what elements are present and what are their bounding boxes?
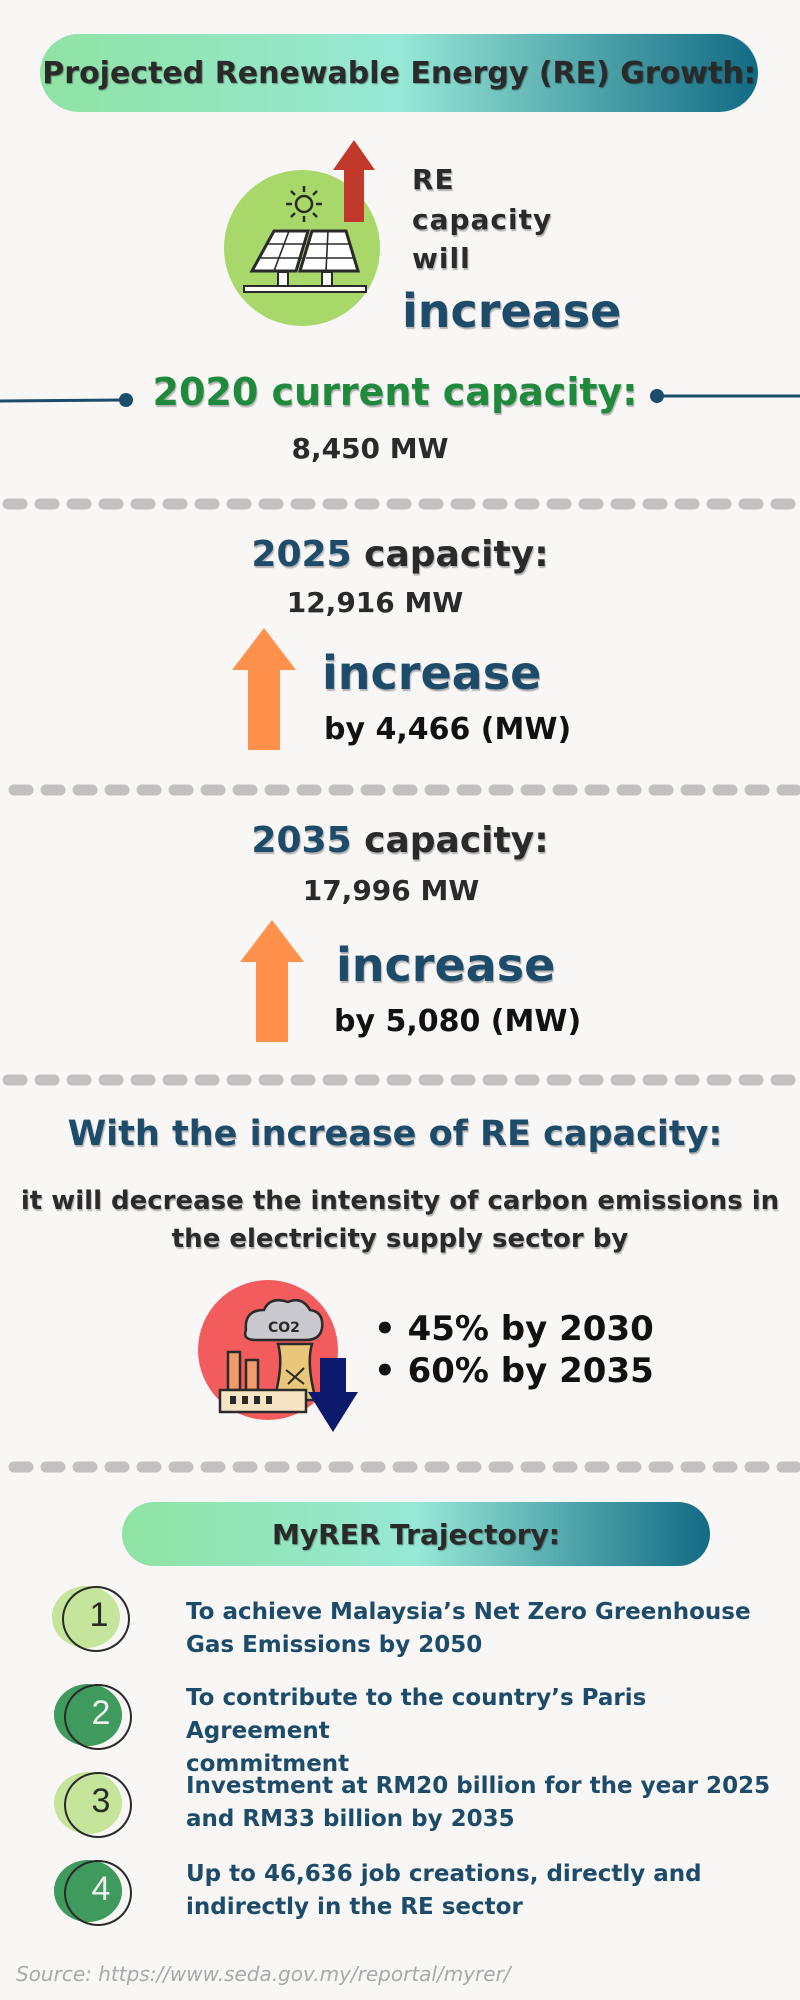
co2-factory-icon: CO2 bbox=[196, 1280, 358, 1436]
orange-up-arrow-icon bbox=[240, 920, 304, 1042]
current-capacity-value: 8,450 MW bbox=[291, 432, 449, 465]
trajectory-item-2: To contribute to the country’s Paris Agr… bbox=[186, 1685, 647, 1777]
capacity-2025-year: 2025 bbox=[251, 534, 352, 575]
hero-line-capacity: capacity bbox=[412, 203, 553, 236]
red-up-arrow-icon bbox=[333, 140, 375, 222]
header-banner: Projected Renewable Energy (RE) Growth: bbox=[40, 34, 758, 112]
hero-line-will: will bbox=[412, 242, 471, 275]
increase-2035-word: increase bbox=[336, 938, 556, 992]
reduction-bullets: • 45% by 2030 • 60% by 2035 bbox=[374, 1308, 674, 1392]
trajectory-number-3: 3 bbox=[54, 1772, 132, 1838]
hero-line-re: RE bbox=[412, 163, 455, 196]
capacity-2025-title: 2025 capacity: bbox=[150, 534, 650, 575]
capacity-2025-label: capacity: bbox=[364, 534, 549, 575]
increase-2035-amount: by 5,080 (MW) bbox=[334, 1004, 582, 1039]
increase-2025-word: increase bbox=[322, 646, 542, 700]
divider bbox=[0, 1459, 800, 1473]
trajectory-number-1: 1 bbox=[52, 1586, 130, 1652]
capacity-2025-value: 12,916 MW bbox=[286, 586, 464, 619]
left-connector-line bbox=[0, 392, 134, 408]
emissions-line-1: it will decrease the intensity of carbon… bbox=[20, 1186, 780, 1216]
capacity-2035-label: capacity: bbox=[364, 820, 549, 861]
hero-increase: increase bbox=[402, 284, 622, 338]
divider bbox=[0, 496, 800, 510]
right-connector-line bbox=[648, 388, 800, 404]
emissions-heading: With the increase of RE capacity: bbox=[67, 1114, 723, 1154]
divider bbox=[0, 1072, 800, 1086]
hero-text: RE capacity will bbox=[412, 160, 712, 278]
co2-label: CO2 bbox=[268, 1320, 300, 1336]
header-title: Projected Renewable Energy (RE) Growth: bbox=[42, 55, 756, 91]
orange-up-arrow-icon bbox=[232, 628, 296, 750]
current-capacity-title: 2020 current capacity: bbox=[152, 370, 638, 414]
bullet-2035: • 60% by 2035 bbox=[374, 1351, 654, 1391]
capacity-2035-value: 17,996 MW bbox=[302, 874, 480, 907]
trajectory-title: MyRER Trajectory: bbox=[272, 1517, 560, 1551]
bullet-2030: • 45% by 2030 bbox=[374, 1309, 654, 1349]
emissions-line-2: the electricity supply sector by bbox=[171, 1224, 629, 1254]
source-citation: Source: https://www.seda.gov.my/reportal… bbox=[16, 1962, 511, 1986]
divider bbox=[0, 782, 800, 796]
trajectory-number-4: 4 bbox=[54, 1860, 132, 1926]
trajectory-number-2: 2 bbox=[54, 1684, 132, 1750]
capacity-2035-year: 2035 bbox=[251, 820, 352, 861]
trajectory-item-4: Up to 46,636 job creations, directly and… bbox=[186, 1861, 702, 1920]
increase-2025-amount: by 4,466 (MW) bbox=[324, 712, 572, 747]
trajectory-item-1: To achieve Malaysia’s Net Zero Greenhous… bbox=[186, 1599, 751, 1658]
solar-panel-icon bbox=[224, 166, 382, 326]
capacity-2035-title: 2035 capacity: bbox=[150, 820, 650, 861]
trajectory-item-3: Investment at RM20 billion for the year … bbox=[186, 1773, 771, 1832]
trajectory-banner: MyRER Trajectory: bbox=[122, 1502, 710, 1566]
